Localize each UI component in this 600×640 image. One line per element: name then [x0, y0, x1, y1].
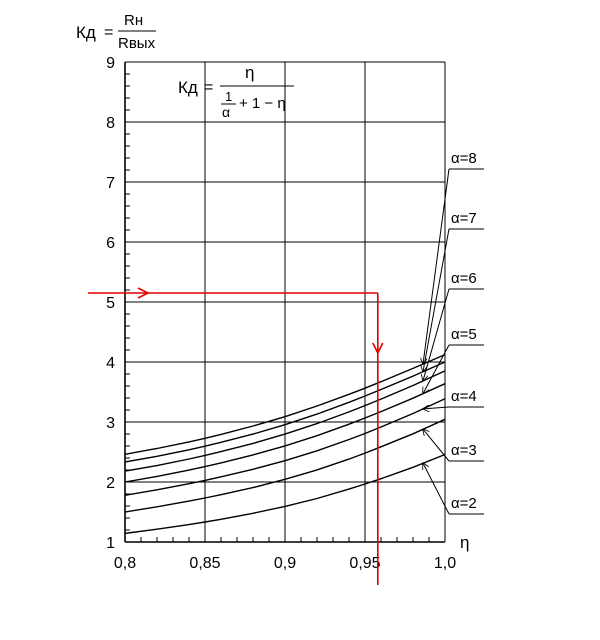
formula-equals: =	[204, 79, 213, 96]
y-tick-label: 7	[106, 175, 115, 192]
formula-lhs: Кд	[178, 78, 198, 97]
y-tick-label: 5	[106, 295, 115, 312]
series-curves	[124, 353, 446, 535]
formula-numerator: η	[245, 63, 254, 82]
y-axis-equals: =	[104, 24, 113, 41]
series-curve-4	[124, 398, 446, 496]
formula-inner-denominator: α	[222, 104, 230, 120]
series-curve-5	[124, 383, 446, 483]
x-tick-label: 1,0	[434, 555, 456, 572]
y-tick-label: 2	[106, 475, 115, 492]
example-lines	[88, 287, 384, 585]
label-leader-arrow	[423, 288, 450, 381]
y-axis-symbol: Кд	[76, 23, 96, 42]
label-leader-arrow	[423, 407, 450, 409]
x-tick-label: 0,9	[274, 555, 296, 572]
series-labels: α=8 α=7 α=6 α=5 α=4 α=3 α=2	[423, 150, 484, 515]
series-label: α=3	[451, 442, 477, 459]
example-vertical-arrow	[372, 342, 384, 355]
x-tick-label: 0,95	[349, 555, 380, 572]
formula: Кд = η 1 α + 1 − η	[178, 63, 294, 120]
label-leader-arrow	[423, 429, 450, 462]
series-label: α=6	[451, 270, 477, 287]
series-label: α=4	[451, 388, 477, 405]
y-tick-label: 9	[106, 55, 115, 72]
example-horizontal-arrow	[137, 287, 150, 299]
y-axis-denominator: Rвых	[118, 35, 156, 52]
series-label: α=2	[451, 495, 477, 512]
x-tick-label: 0,85	[189, 555, 220, 572]
series-curve-8	[124, 353, 446, 455]
y-tick-label: 4	[106, 355, 115, 372]
x-axis-label: η	[460, 533, 469, 552]
label-leader-arrow	[423, 168, 450, 364]
series-curve-6	[124, 370, 446, 472]
y-tick-label: 3	[106, 415, 115, 432]
y-tick-label: 6	[106, 235, 115, 252]
label-leader-arrow	[423, 463, 450, 515]
series-label: α=7	[451, 210, 477, 227]
series-curve-2	[124, 453, 446, 535]
y-tick-label: 8	[106, 115, 115, 132]
series-label: α=8	[451, 150, 477, 167]
label-leader-arrow	[423, 228, 450, 372]
grid	[124, 61, 446, 543]
formula-denominator-rest: + 1 − η	[239, 95, 286, 112]
series-curve-3	[124, 418, 446, 513]
y-tick-label: 1	[106, 535, 115, 552]
tick-labels: 0,8 0,85 0,9 0,95 1,0 1 2 3 4 5 6 7 8 9	[106, 55, 456, 572]
y-axis-numerator: Rн	[124, 12, 143, 29]
y-axis-title: Кд = Rн Rвых	[76, 12, 156, 52]
x-tick-label: 0,8	[114, 555, 136, 572]
series-curve-7	[124, 361, 446, 463]
formula-inner-numerator: 1	[225, 89, 232, 104]
series-label: α=5	[451, 326, 477, 343]
label-leader-arrow	[423, 344, 450, 394]
